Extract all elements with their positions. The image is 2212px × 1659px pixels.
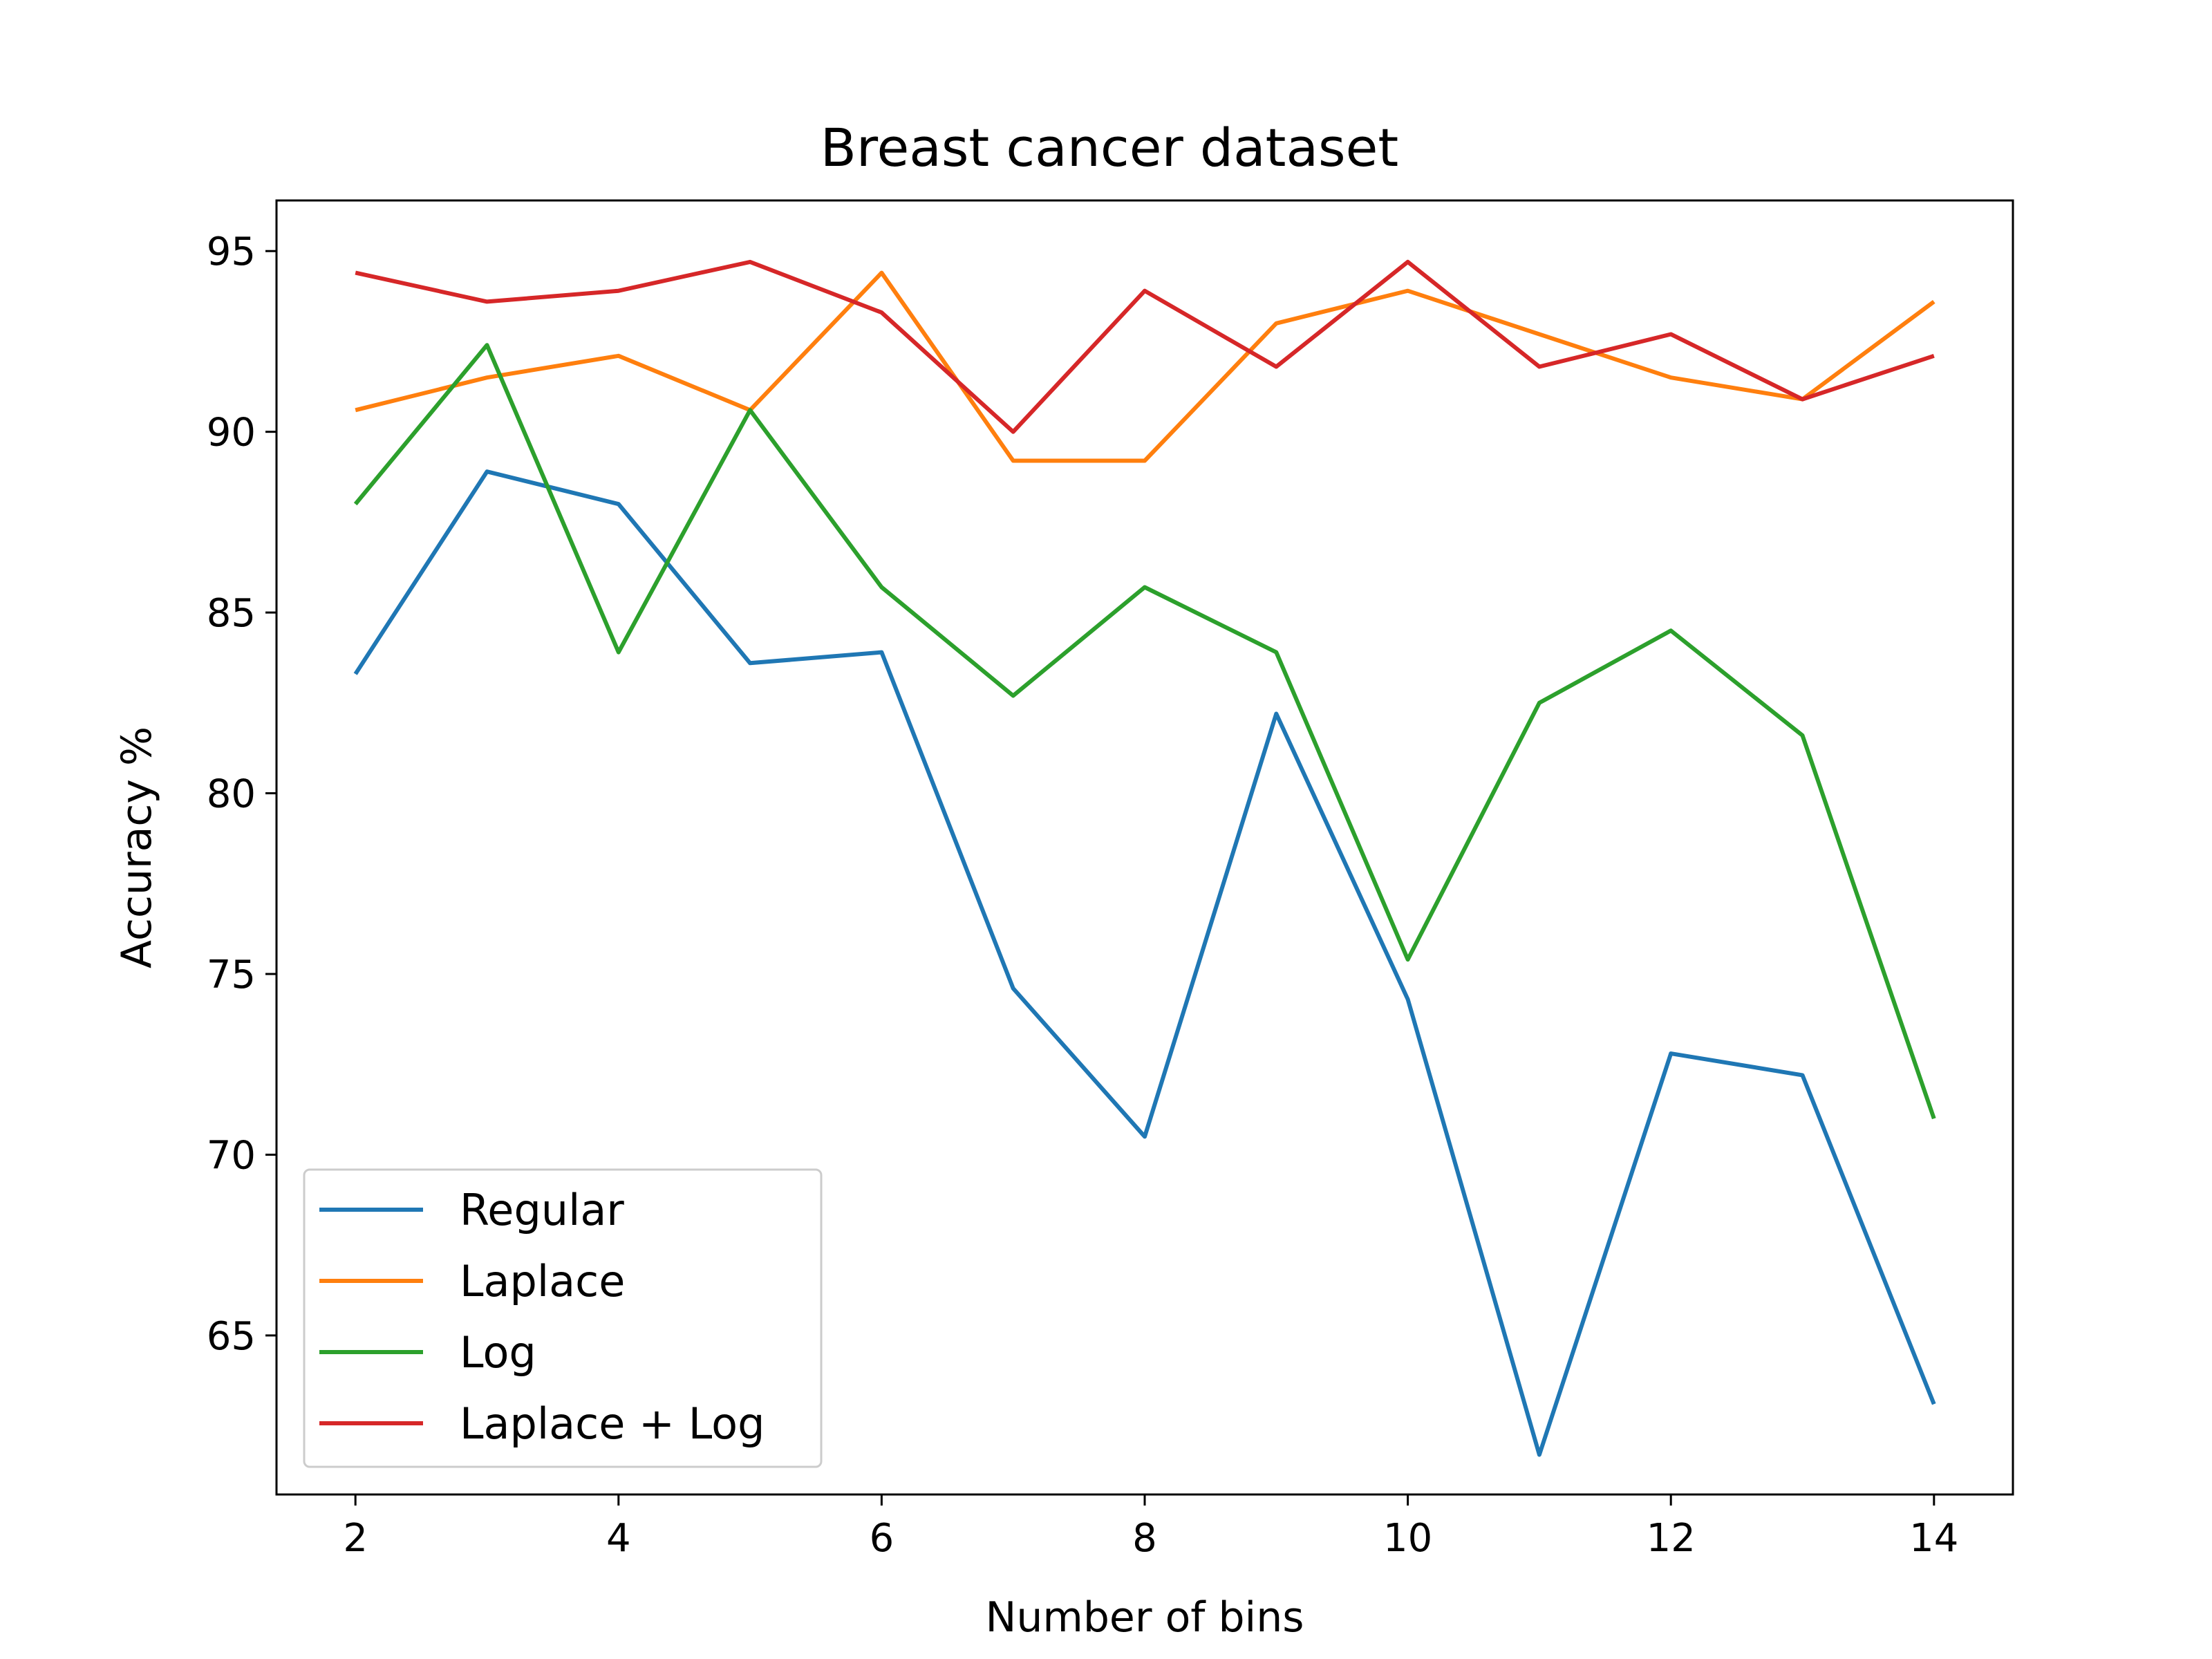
y-tick-label: 85 [207,591,256,636]
x-tick-label: 4 [606,1516,631,1561]
legend-box [303,1168,823,1468]
y-tick-label: 95 [207,229,256,274]
y-tick-label: 75 [207,953,256,997]
legend: Regular Laplace Log Laplace + Log [303,1168,823,1468]
y-axis-label: Accuracy % [113,727,161,968]
series-layer [353,259,1936,1457]
chart-title: Breast cancer dataset [821,117,1398,178]
y-tick-label: 90 [207,411,256,456]
legend-label-laplace: Laplace [460,1256,625,1306]
x-tick-label: 6 [870,1516,894,1561]
legend-label-log: Log [460,1327,536,1378]
series-line-log [353,343,1936,1120]
y-tick-label: 65 [207,1314,256,1359]
legend-label-laplace-log: Laplace + Log [460,1398,765,1449]
x-tick-label: 12 [1647,1516,1696,1561]
y-tick-label: 70 [207,1133,256,1178]
legend-label-regular: Regular [460,1185,624,1235]
x-axis: 2 4 6 8 10 12 14 [343,1494,1958,1561]
series-line-regular [353,469,1936,1457]
x-tick-label: 8 [1132,1516,1157,1561]
x-tick-label: 14 [1909,1516,1958,1561]
y-axis: 65 70 75 80 85 90 95 [207,229,276,1359]
x-axis-label: Number of bins [985,1593,1304,1642]
series-line-laplace-log [355,259,1935,434]
x-tick-label: 10 [1383,1516,1432,1561]
y-tick-label: 80 [207,772,256,817]
x-tick-label: 2 [343,1516,368,1561]
series-line-laplace [355,270,1936,463]
